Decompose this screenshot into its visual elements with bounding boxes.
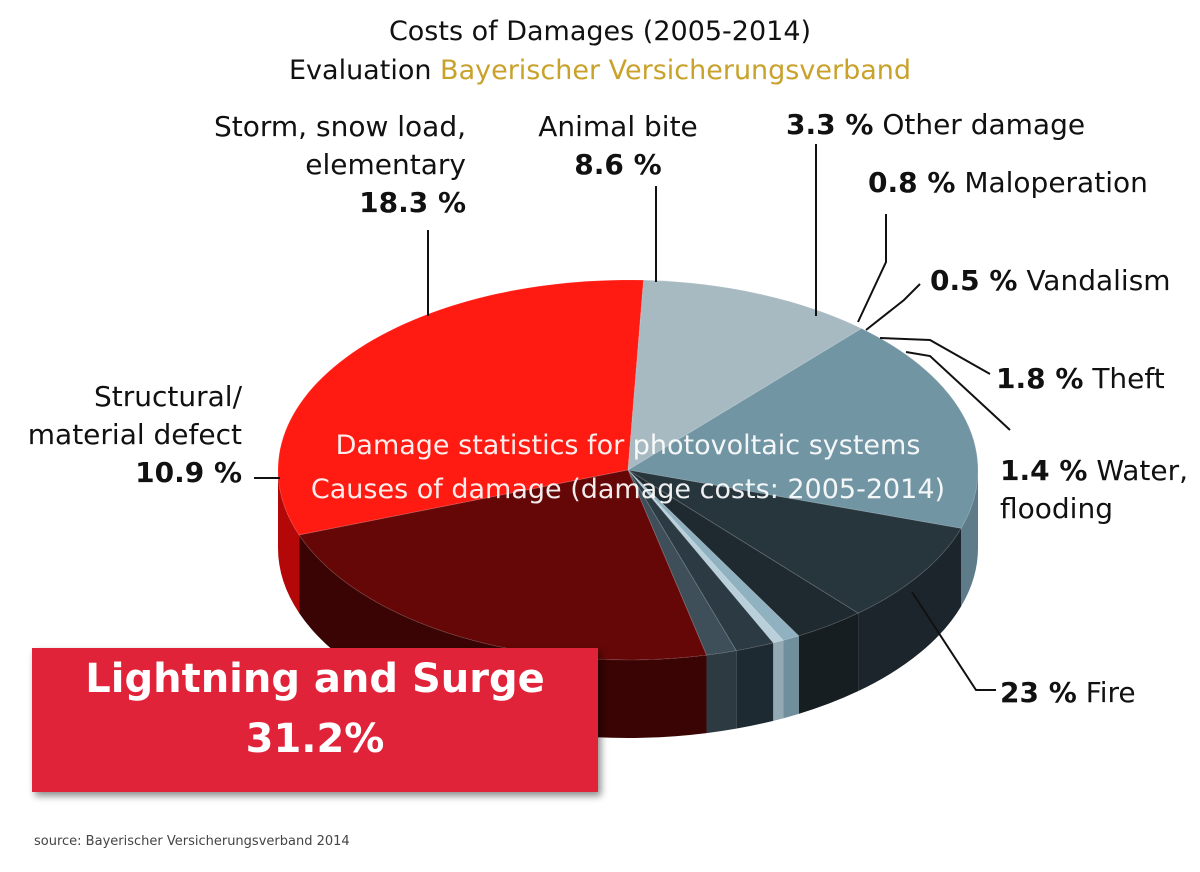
label-structural-line2: material defect xyxy=(27,418,242,451)
value-theft: 1.8 % xyxy=(996,362,1084,395)
value-water-flooding: 1.4 % xyxy=(1000,454,1088,487)
label-theft-text: Theft xyxy=(1092,362,1165,395)
label-storm: Storm, snow load, elementary 18.3 % xyxy=(210,108,466,222)
pie-slice-storm-snow-load-elementary xyxy=(626,327,979,529)
label-maloperation: 0.8 % Maloperation xyxy=(868,164,1148,202)
label-fire: 23 % Fire xyxy=(1000,674,1136,712)
pie-side-other-damage xyxy=(798,613,859,714)
label-water-line2: flooding xyxy=(1000,492,1113,525)
label-animal-bite-text: Animal bite xyxy=(538,110,698,143)
label-structural-line1: Structural/ xyxy=(93,380,242,413)
lightning-surge-label: Lightning and Surge xyxy=(85,656,545,702)
pie-side-water-flooding xyxy=(706,650,737,734)
label-structural: Structural/ material defect 10.9 % xyxy=(20,378,242,492)
pie-slice-lightning-and-surge xyxy=(277,279,645,536)
value-animal-bite: 8.6 % xyxy=(574,148,662,181)
leader-fire xyxy=(911,591,996,691)
overlay-line-2: Causes of damage (damage costs: 2005-201… xyxy=(310,474,946,505)
pie-side-lightning-and-surge xyxy=(278,470,300,613)
subtitle-prefix: Evaluation xyxy=(288,55,432,86)
label-fire-text: Fire xyxy=(1085,676,1136,709)
label-theft: 1.8 % Theft xyxy=(996,360,1165,398)
label-storm-line2: elementary xyxy=(305,148,466,181)
source-note: source: Bayerischer Versicherungsverband… xyxy=(34,834,350,849)
label-other-damage-text: Other damage xyxy=(882,108,1086,141)
lightning-surge-value: 31.2% xyxy=(245,716,385,762)
label-maloperation-text: Maloperation xyxy=(964,166,1148,199)
leader-lines xyxy=(254,144,1011,691)
pie-side-animal-bite xyxy=(858,528,962,692)
label-other-damage: 3.3 % Other damage xyxy=(786,106,1085,144)
value-other-damage: 3.3 % xyxy=(786,108,874,141)
pie-slice-water-flooding xyxy=(627,469,738,656)
chart-title: Costs of Damages (2005-2014) xyxy=(388,16,812,47)
chart-subtitle: Evaluation Bayerischer Versicherungsverb… xyxy=(0,55,1200,86)
label-animal-bite: Animal bite 8.6 % xyxy=(518,108,718,184)
leader-water-flooding xyxy=(905,351,1011,431)
value-storm: 18.3 % xyxy=(359,186,466,219)
pie-slice-vandalism xyxy=(627,469,785,644)
label-vandalism: 0.5 % Vandalism xyxy=(930,262,1171,300)
value-maloperation: 0.8 % xyxy=(868,166,956,199)
value-vandalism: 0.5 % xyxy=(930,264,1018,297)
pie-side-maloperation xyxy=(783,635,799,719)
pie-tops xyxy=(277,279,979,661)
pie-side-theft xyxy=(736,642,774,729)
pie-slice-structural-material-defect xyxy=(627,279,863,471)
leader-maloperation xyxy=(857,214,887,323)
label-vandalism-text: Vandalism xyxy=(1026,264,1171,297)
pie-side-storm-snow-load-elementary xyxy=(961,470,978,607)
pie-slice-maloperation xyxy=(627,469,800,641)
label-water-line1: Water, xyxy=(1096,454,1188,487)
leader-theft xyxy=(879,337,991,375)
value-fire: 23 % xyxy=(1000,676,1077,709)
leader-vandalism xyxy=(865,283,921,331)
label-storm-line1: Storm, snow load, xyxy=(214,110,466,143)
pie-slice-animal-bite xyxy=(627,469,962,614)
label-water-flooding: 1.4 % Water, flooding xyxy=(1000,452,1188,528)
pie-slice-theft xyxy=(627,469,775,652)
pie-slice-fire xyxy=(298,469,708,661)
pie-side-vandalism xyxy=(773,640,784,721)
lightning-surge-callout: Lightning and Surge 31.2% xyxy=(32,648,598,792)
pie-slice-other-damage xyxy=(627,469,860,637)
value-structural: 10.9 % xyxy=(135,456,242,489)
overlay-line-1: Damage statistics for photovoltaic syste… xyxy=(335,430,921,461)
subtitle-highlight: Bayerischer Versicherungsverband xyxy=(440,55,912,86)
